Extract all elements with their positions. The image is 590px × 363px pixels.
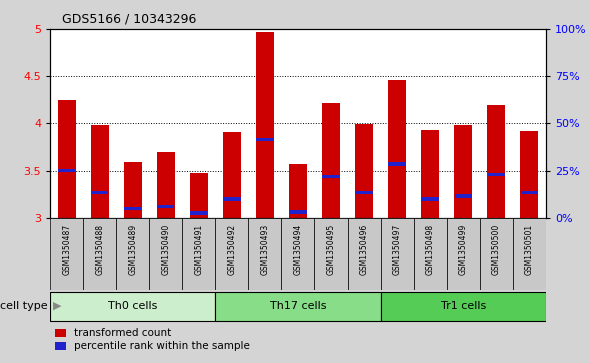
Text: Tr1 cells: Tr1 cells — [441, 301, 486, 311]
Bar — [314, 218, 348, 290]
Bar — [322, 175, 340, 178]
Bar — [520, 131, 538, 218]
Bar — [215, 292, 381, 322]
Bar — [388, 162, 406, 166]
Bar — [58, 100, 76, 218]
Bar — [124, 207, 142, 210]
Bar — [289, 211, 307, 214]
Bar — [421, 130, 439, 218]
Bar — [91, 191, 109, 194]
Bar — [355, 191, 373, 194]
Text: GDS5166 / 10343296: GDS5166 / 10343296 — [62, 12, 196, 25]
Text: GSM1350500: GSM1350500 — [491, 224, 501, 275]
Text: Th17 cells: Th17 cells — [270, 301, 326, 311]
Bar — [215, 218, 248, 290]
Text: GSM1350494: GSM1350494 — [293, 224, 303, 275]
Bar — [50, 218, 83, 290]
Bar — [381, 292, 546, 322]
Text: GSM1350499: GSM1350499 — [458, 224, 468, 275]
Text: GSM1350488: GSM1350488 — [95, 224, 104, 274]
Text: GSM1350487: GSM1350487 — [62, 224, 71, 275]
Text: GSM1350497: GSM1350497 — [392, 224, 402, 275]
Bar — [281, 218, 314, 290]
Text: GSM1350490: GSM1350490 — [161, 224, 171, 275]
Text: GSM1350493: GSM1350493 — [260, 224, 270, 275]
Bar — [381, 218, 414, 290]
Bar — [58, 169, 76, 172]
Text: GSM1350498: GSM1350498 — [425, 224, 435, 275]
Bar — [513, 218, 546, 290]
Legend: transformed count, percentile rank within the sample: transformed count, percentile rank withi… — [55, 328, 250, 351]
Bar — [289, 164, 307, 218]
Bar — [190, 211, 208, 215]
Bar — [487, 105, 505, 218]
Bar — [83, 218, 116, 290]
Bar — [116, 218, 149, 290]
Text: GSM1350501: GSM1350501 — [525, 224, 534, 275]
Bar — [182, 218, 215, 290]
Bar — [348, 218, 381, 290]
Bar — [256, 138, 274, 141]
Text: GSM1350489: GSM1350489 — [128, 224, 137, 275]
Bar — [223, 132, 241, 218]
Text: GSM1350492: GSM1350492 — [227, 224, 237, 275]
Bar — [447, 218, 480, 290]
Bar — [149, 218, 182, 290]
Text: GSM1350496: GSM1350496 — [359, 224, 369, 275]
Bar — [454, 125, 472, 218]
Bar — [355, 125, 373, 218]
Bar — [157, 205, 175, 208]
Bar — [388, 80, 406, 218]
Bar — [190, 174, 208, 218]
Bar — [322, 103, 340, 218]
Text: cell type: cell type — [0, 301, 47, 311]
Bar — [50, 292, 215, 322]
Bar — [223, 197, 241, 201]
Bar — [520, 191, 538, 194]
Text: ▶: ▶ — [53, 301, 61, 311]
Text: Th0 cells: Th0 cells — [108, 301, 158, 311]
Text: GSM1350491: GSM1350491 — [194, 224, 204, 275]
Bar — [124, 162, 142, 218]
Bar — [91, 125, 109, 218]
Bar — [487, 173, 505, 176]
Text: GSM1350495: GSM1350495 — [326, 224, 336, 275]
Bar — [256, 32, 274, 218]
Bar — [414, 218, 447, 290]
Bar — [248, 218, 281, 290]
Bar — [454, 195, 472, 198]
Bar — [157, 152, 175, 218]
Bar — [421, 197, 439, 201]
Bar — [480, 218, 513, 290]
